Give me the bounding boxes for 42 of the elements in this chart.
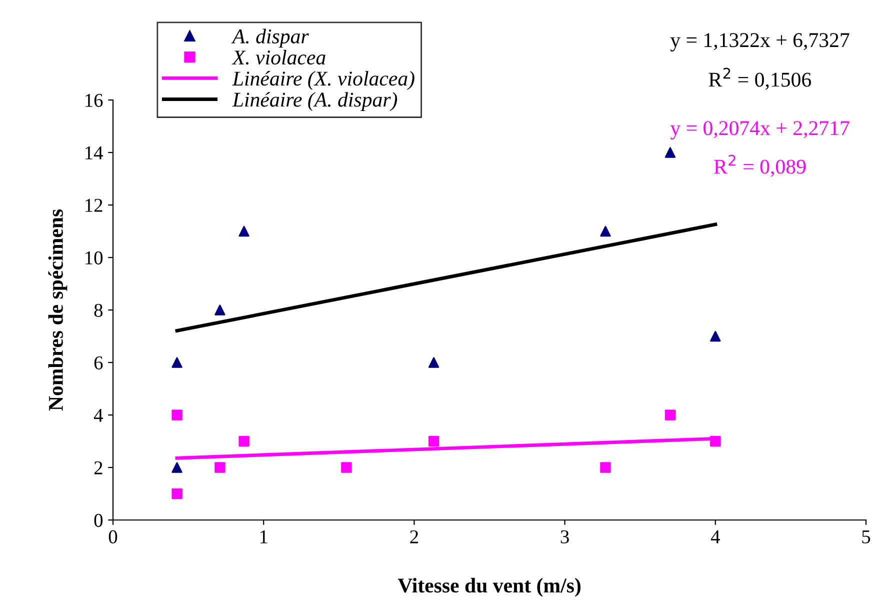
- point: [172, 357, 182, 368]
- y-tick-label: 10: [86, 251, 103, 264]
- legend-label: Linéaire (X. violacea): [232, 70, 414, 90]
- point: [172, 488, 182, 500]
- y-tick-label: 0: [94, 514, 103, 527]
- y-axis-title: Nombres de spécimens: [48, 209, 68, 411]
- y-tick-label: 8: [94, 304, 103, 317]
- text: y = 1,1322x + 6,7327: [670, 33, 850, 52]
- point: [600, 226, 611, 237]
- point: [664, 410, 676, 420]
- legend-label: A. dispar: [231, 28, 309, 48]
- legend-label: Linéaire (A. dispar): [232, 92, 398, 111]
- point: [172, 410, 182, 420]
- x-tick-label: 2: [410, 530, 418, 544]
- point: [214, 304, 226, 316]
- point: [172, 462, 182, 473]
- point: [238, 226, 250, 237]
- x-tick-label: 3: [560, 530, 569, 544]
- y-tick-label: 6: [94, 356, 103, 370]
- x-tick-label: 1: [260, 530, 268, 544]
- annotation: y = 0,2074x + 2,2717: [670, 121, 850, 140]
- point: [710, 330, 721, 342]
- point: [600, 462, 611, 473]
- x-axis-title: Vitesse du vent (m/s): [398, 578, 580, 597]
- y-tick-label: 4: [94, 408, 103, 422]
- point: [710, 436, 721, 447]
- x-tick-label: 0: [108, 530, 118, 544]
- y-tick-label: 2: [94, 461, 102, 474]
- point: [428, 436, 440, 447]
- point: [428, 357, 440, 368]
- point: [214, 462, 226, 473]
- x-tick-label: 5: [862, 530, 870, 544]
- x-tick-label: 4: [710, 530, 720, 544]
- y-tick-label: 12: [86, 198, 102, 212]
- y-tick-label: 14: [86, 146, 103, 160]
- point: [664, 147, 676, 158]
- text: R$^{2}$ = 0,1506: [708, 68, 812, 90]
- point: [238, 436, 250, 447]
- point: [341, 462, 352, 473]
- annotation: R$^{2}$ = 0,089: [714, 154, 806, 177]
- y-tick-label: 16: [86, 94, 103, 107]
- legend-label: X. violacea: [232, 50, 326, 65]
